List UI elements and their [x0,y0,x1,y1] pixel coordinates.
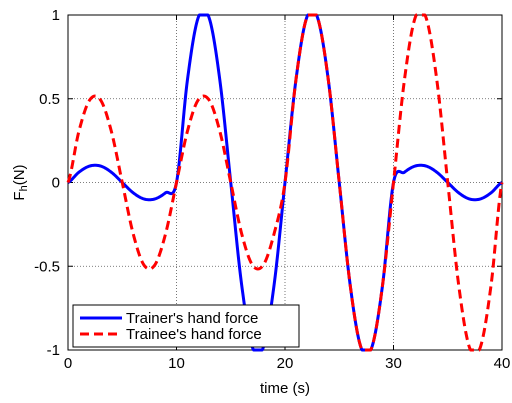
y-axis-label-subscript: h [18,185,30,191]
y-tick-label-2: 0 [52,175,60,192]
y-axis-label: Fh(N) [11,164,30,200]
y-axis-label-unit: (N) [11,164,28,185]
y-tick-label-1: -0.5 [34,258,60,275]
y-axis-label-main: F [11,191,28,200]
x-tick-label-2: 20 [277,355,294,372]
series-line-1 [66,13,504,352]
y-tick-label-0: -1 [47,342,60,359]
x-tick-label-1: 10 [168,355,185,372]
legend-label-trainee: Trainee's hand force [126,326,262,343]
x-tick-label-4: 40 [494,355,511,372]
series-line-0 [67,13,503,352]
legend-box [72,304,300,348]
x-axis-label: time (s) [260,380,310,397]
legend: Trainer's hand force Trainee's hand forc… [72,304,300,348]
legend-label-trainer: Trainer's hand force [126,310,258,327]
x-tick-label-3: 30 [385,355,402,372]
x-tick-label-0: 0 [64,355,72,372]
y-tick-label-3: 0.5 [39,91,60,108]
ticks: 0 10 20 30 40 -1 -0.5 0 0.5 1 [34,7,510,372]
series-group [66,13,504,352]
y-tick-label-4: 1 [52,7,60,24]
